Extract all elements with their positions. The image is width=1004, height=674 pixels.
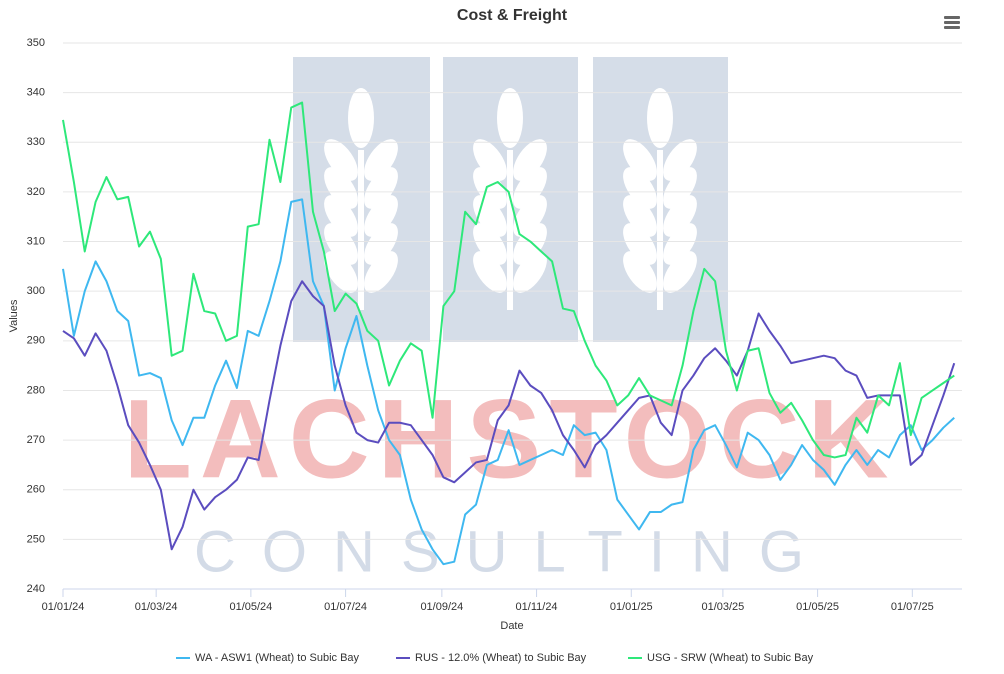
y-tick-label: 310 [27, 235, 45, 247]
legend-item[interactable]: USG - SRW (Wheat) to Subic Bay [628, 652, 814, 664]
y-tick-label: 330 [27, 136, 45, 148]
wheat-icon [513, 139, 547, 181]
legend-label[interactable]: WA - ASW1 (Wheat) to Subic Bay [195, 652, 360, 664]
x-tick-label: 01/07/24 [324, 601, 367, 613]
legend-item[interactable]: WA - ASW1 (Wheat) to Subic Bay [176, 652, 360, 664]
wheat-icon [623, 251, 657, 293]
menu-bar[interactable] [944, 21, 960, 24]
wheat-icon [324, 167, 358, 209]
y-axis-label: Values [8, 299, 20, 332]
wheat-icon [647, 88, 673, 148]
wheat-icon [663, 139, 697, 181]
y-tick-label: 320 [27, 186, 45, 198]
y-tick-label: 260 [27, 484, 45, 496]
wheat-icon [324, 223, 358, 265]
wheat-icon [364, 223, 398, 265]
y-tick-label: 300 [27, 285, 45, 297]
wheat-icon [497, 88, 523, 148]
wheat-icon [663, 251, 697, 293]
wheat-icon [364, 167, 398, 209]
series-line [62, 280, 956, 551]
wheat-icon [473, 139, 507, 181]
wheat-icon [324, 195, 358, 237]
wheat-icon [324, 251, 358, 293]
x-tick-label: 01/05/24 [229, 601, 272, 613]
wheat-icon [473, 223, 507, 265]
y-tick-label: 280 [27, 384, 45, 396]
wheat-icon [364, 195, 398, 237]
menu-button[interactable] [944, 16, 960, 29]
x-tick-label: 01/07/25 [891, 601, 934, 613]
x-tick-label: 01/03/25 [701, 601, 744, 613]
x-tick-label: 01/05/25 [796, 601, 839, 613]
wheat-icon [348, 88, 374, 148]
wheat-icon [663, 223, 697, 265]
wheat-icon [657, 150, 663, 310]
y-tick-label: 290 [27, 335, 45, 347]
wheat-icon [364, 139, 398, 181]
legend-label[interactable]: USG - SRW (Wheat) to Subic Bay [647, 652, 814, 664]
legend: WA - ASW1 (Wheat) to Subic Bay RUS - 12.0… [176, 652, 814, 664]
wheat-icon [513, 195, 547, 237]
watermark-tagline: CONSULTING [194, 519, 830, 584]
wheat-icon [473, 251, 507, 293]
wheat-icon [663, 195, 697, 237]
wheat-icon [358, 150, 364, 310]
wheat-icon [513, 223, 547, 265]
chart-title: Cost & Freight [457, 7, 568, 24]
x-tick-label: 01/11/24 [516, 601, 558, 613]
watermark-brand: LACHSTOCK [123, 377, 896, 502]
legend-label[interactable]: RUS - 12.0% (Wheat) to Subic Bay [415, 652, 587, 664]
wheat-icon [473, 167, 507, 209]
menu-bar[interactable] [944, 26, 960, 29]
legend-item[interactable]: RUS - 12.0% (Wheat) to Subic Bay [396, 652, 587, 664]
x-axis-label: Date [500, 620, 523, 632]
y-tick-label: 270 [27, 434, 45, 446]
y-tick-label: 250 [27, 533, 45, 545]
x-tick-label: 01/01/24 [42, 601, 85, 613]
series-line [62, 101, 955, 459]
menu-bar[interactable] [944, 16, 960, 19]
wheat-icon [623, 195, 657, 237]
wheat-icon [623, 139, 657, 181]
x-tick-label: 01/01/25 [610, 601, 653, 613]
y-tick-label: 340 [27, 87, 45, 99]
wheat-icon [623, 167, 657, 209]
wheat-icon [364, 251, 398, 293]
wheat-icon [513, 251, 547, 293]
x-tick-label: 01/09/24 [420, 601, 463, 613]
wheat-icon [513, 167, 547, 209]
y-tick-label: 240 [27, 583, 45, 595]
series-line [62, 198, 955, 566]
y-tick-label: 350 [27, 37, 45, 49]
wheat-icon [663, 167, 697, 209]
wheat-icon [324, 139, 358, 181]
x-tick-label: 01/03/24 [135, 601, 178, 613]
wheat-icon [507, 150, 513, 310]
wheat-icon [623, 223, 657, 265]
